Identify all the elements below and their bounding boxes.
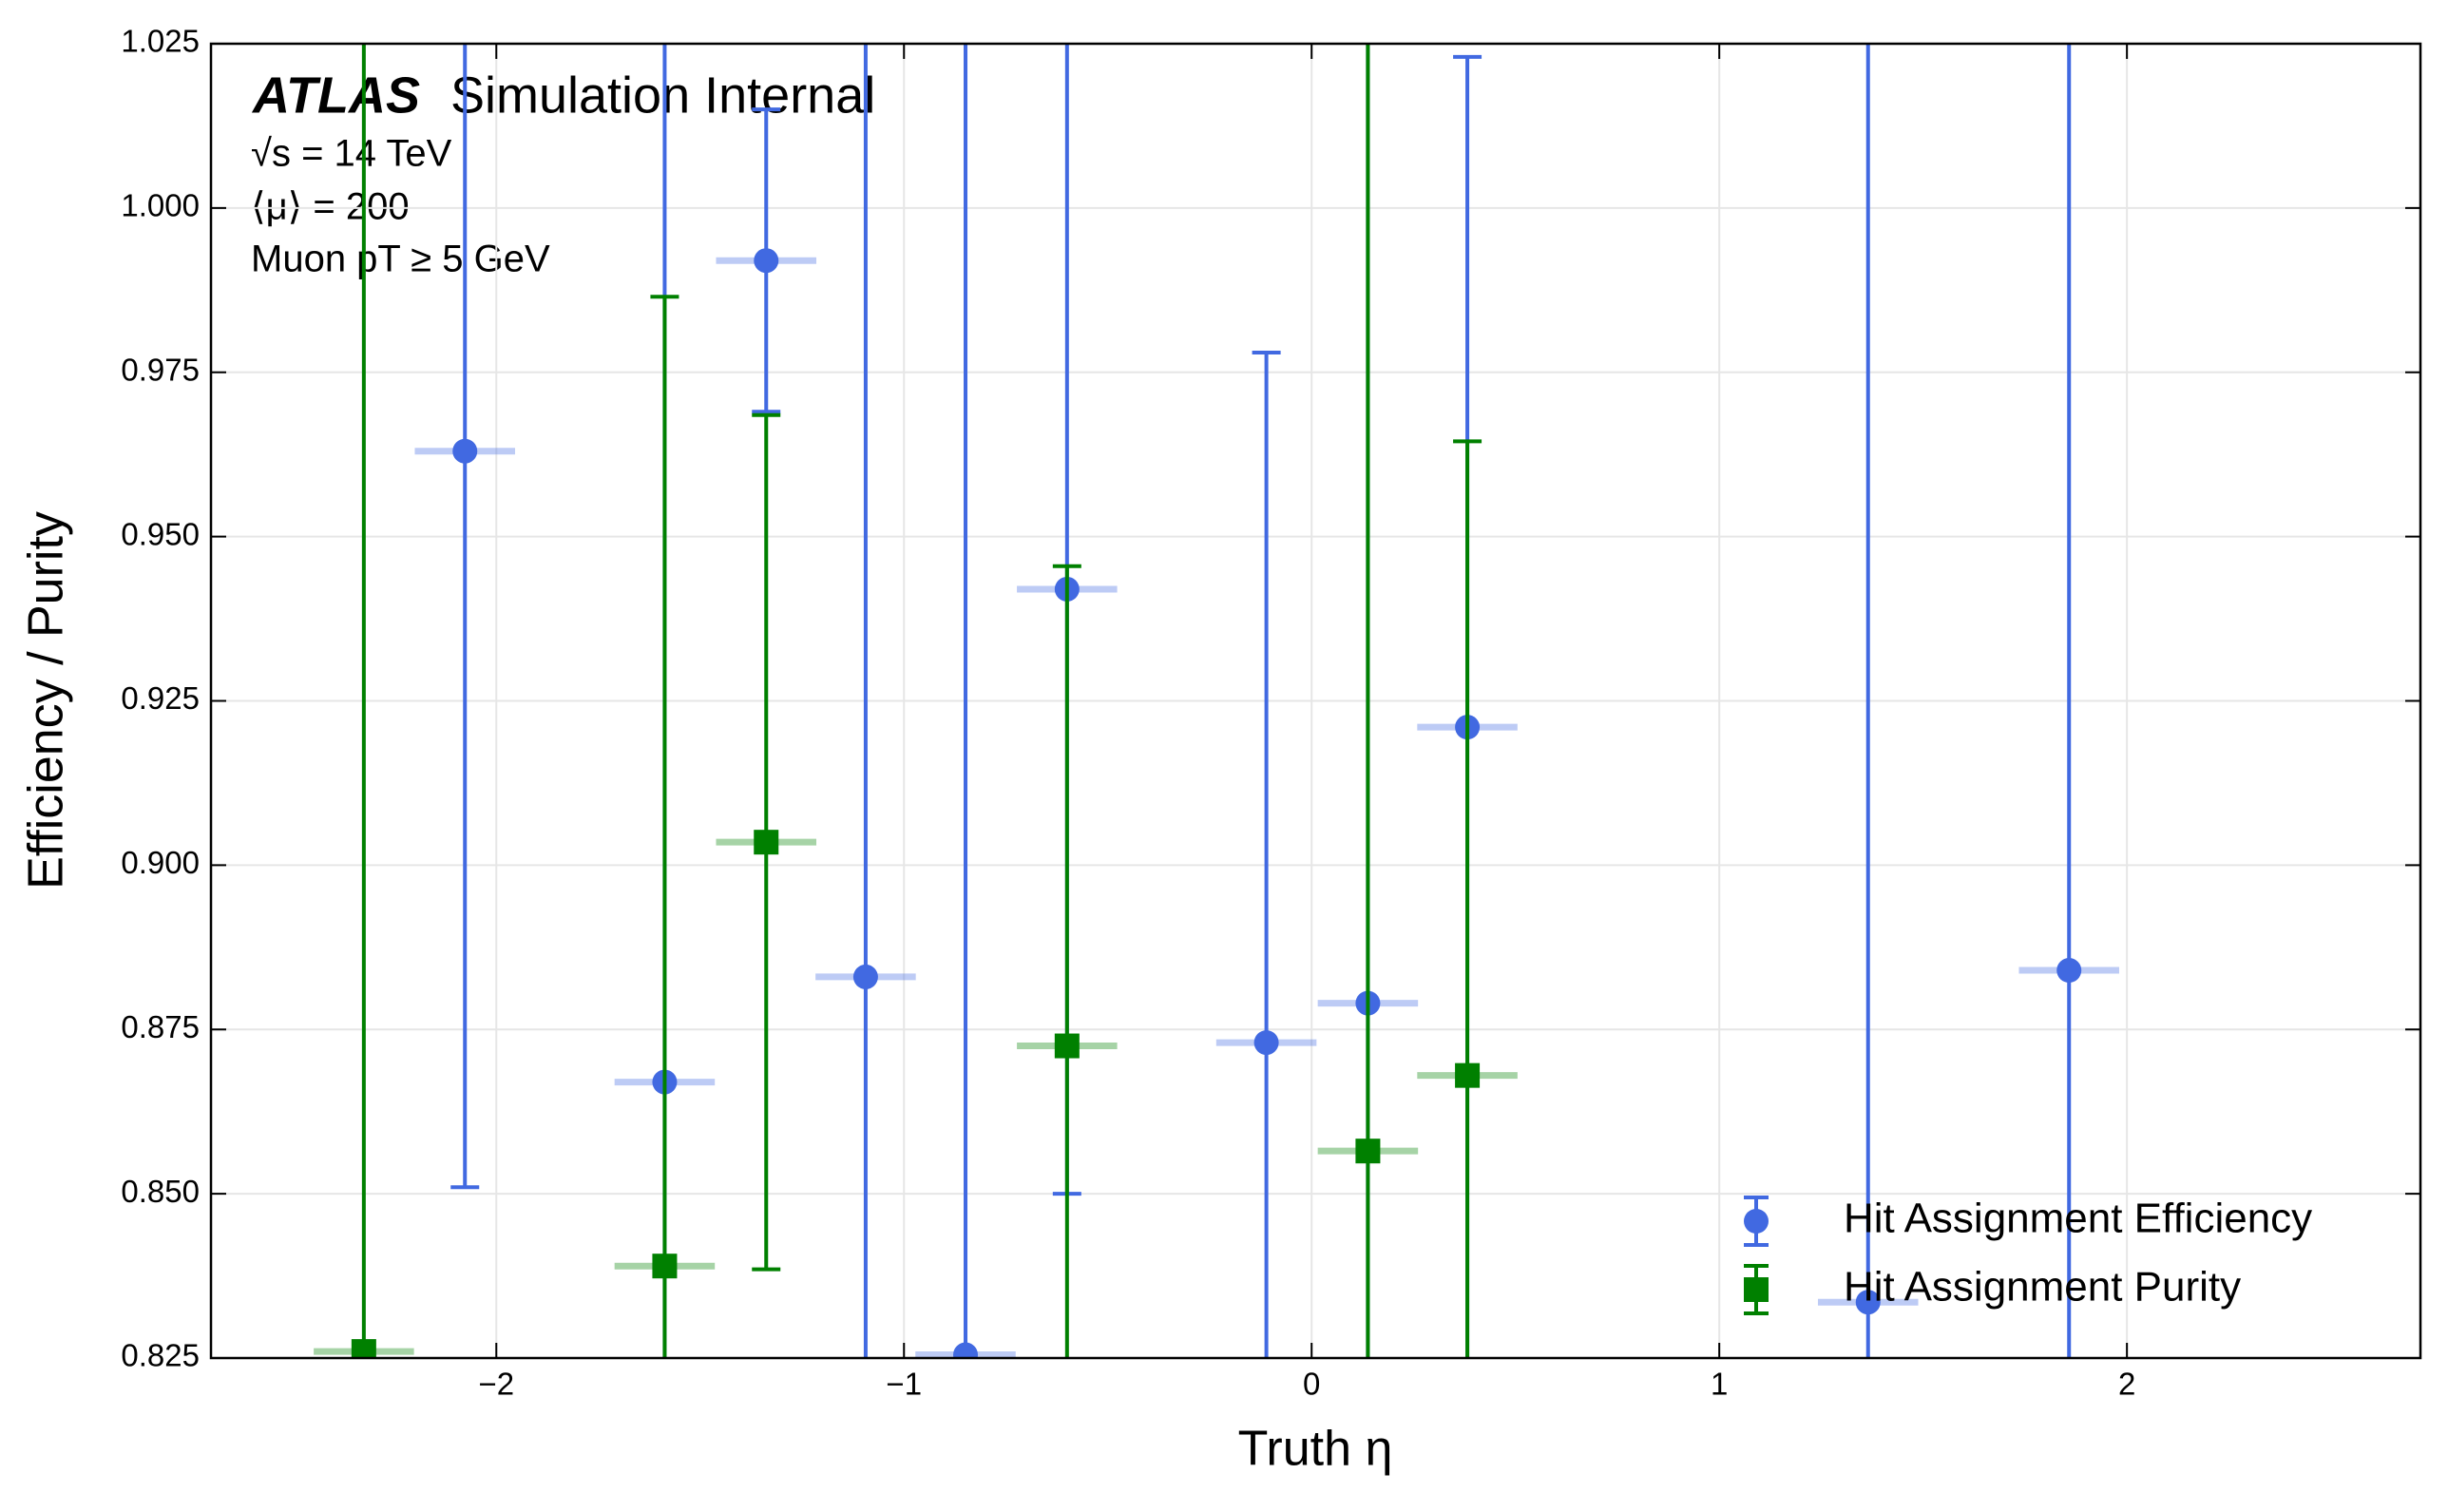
legend-label: Hit Assignment Efficiency bbox=[1844, 1196, 2312, 1242]
marker bbox=[1855, 1290, 1881, 1315]
x-tick-label: 2 bbox=[2118, 1367, 2135, 1402]
marker bbox=[1253, 1030, 1279, 1056]
legend-marker bbox=[1744, 1209, 1769, 1234]
y-tick-label: 0.925 bbox=[121, 680, 200, 716]
y-tick-label: 0.850 bbox=[121, 1174, 200, 1209]
pileup-label: ⟨μ⟩ = 200 bbox=[251, 186, 410, 228]
marker bbox=[452, 438, 478, 464]
y-tick-label: 0.900 bbox=[121, 845, 200, 880]
marker bbox=[852, 964, 878, 989]
error-bar bbox=[863, 44, 868, 1358]
marker bbox=[754, 830, 779, 855]
marker bbox=[2056, 958, 2082, 984]
x-tick-label: 0 bbox=[1303, 1367, 1320, 1402]
plot-frame bbox=[209, 42, 2422, 1360]
marker bbox=[652, 1254, 678, 1279]
x-tick-label: −2 bbox=[478, 1367, 514, 1402]
marker bbox=[351, 1339, 376, 1358]
experiment-label: ATLAS bbox=[251, 67, 420, 124]
x-tick-label: −1 bbox=[886, 1367, 922, 1402]
y-tick-label: 1.025 bbox=[121, 24, 200, 59]
legend-marker bbox=[1744, 1277, 1769, 1302]
y-tick-label: 0.975 bbox=[121, 352, 200, 387]
marker bbox=[1355, 1139, 1381, 1164]
cut-label: Muon pT ≥ 5 GeV bbox=[251, 239, 550, 280]
legend-label: Hit Assignment Purity bbox=[1844, 1264, 2241, 1311]
error-bar bbox=[964, 44, 968, 1358]
plot-area bbox=[314, 44, 2119, 1358]
marker bbox=[1054, 1033, 1080, 1059]
error-bar bbox=[1453, 439, 1482, 1358]
x-tick-label: 1 bbox=[1711, 1367, 1728, 1402]
x-axis-label: Truth η bbox=[1238, 1422, 1393, 1477]
y-tick-label: 1.000 bbox=[121, 188, 200, 223]
y-tick-label: 0.825 bbox=[121, 1338, 200, 1373]
marker bbox=[754, 248, 779, 274]
error-bar bbox=[450, 44, 480, 1190]
marker bbox=[1455, 1062, 1481, 1088]
y-axis-label: Efficiency / Purity bbox=[19, 511, 74, 890]
error-bar bbox=[1366, 44, 1370, 1358]
error-bar bbox=[1252, 351, 1281, 1358]
marker bbox=[953, 1342, 979, 1358]
error-bar bbox=[650, 295, 679, 1358]
energy-label: √s = 14 TeV bbox=[251, 133, 452, 175]
y-tick-label: 0.950 bbox=[121, 516, 200, 551]
y-tick-label: 0.875 bbox=[121, 1009, 200, 1044]
